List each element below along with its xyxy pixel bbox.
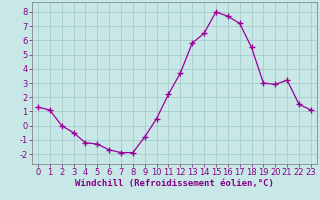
X-axis label: Windchill (Refroidissement éolien,°C): Windchill (Refroidissement éolien,°C) [75,179,274,188]
